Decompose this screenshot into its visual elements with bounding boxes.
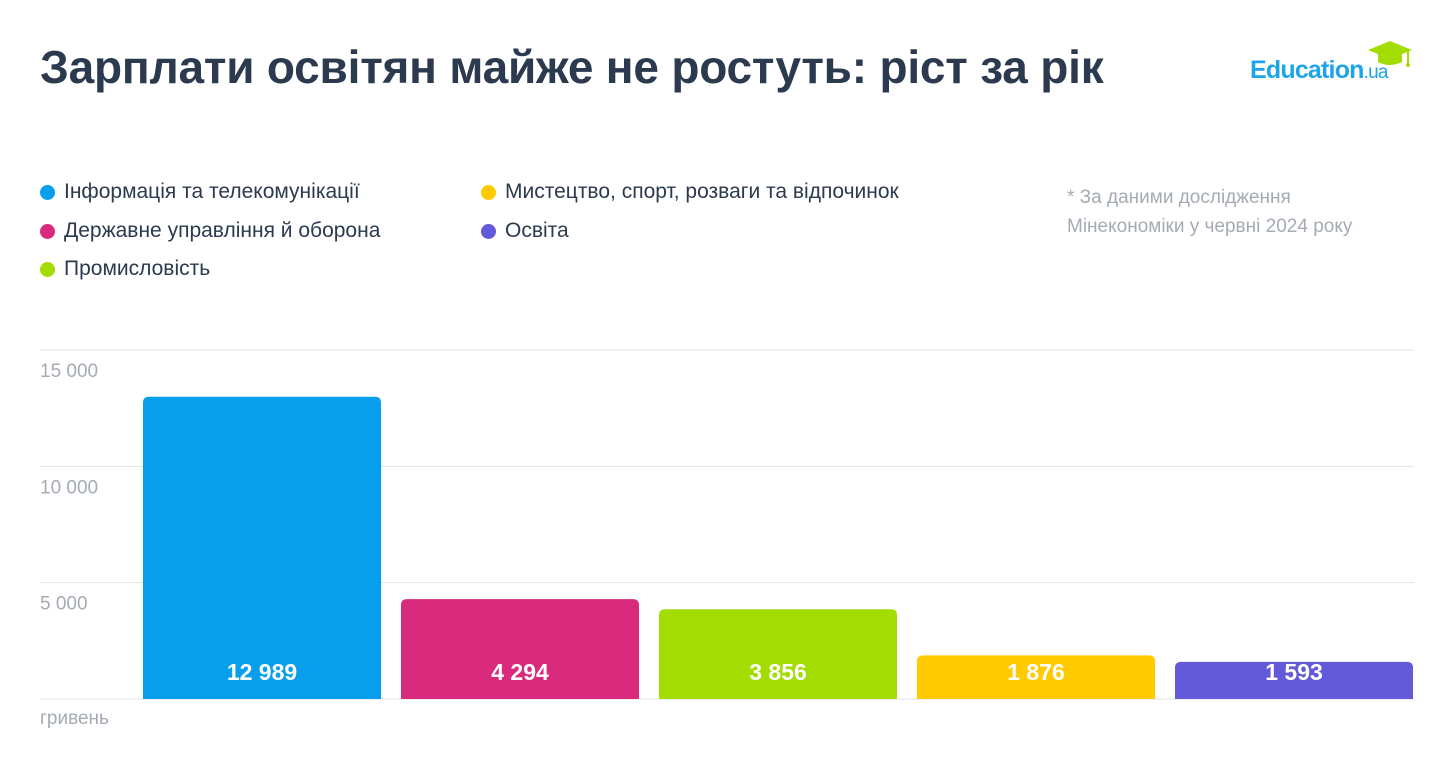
bar (401, 599, 639, 699)
legend-label: Інформація та телекомунікації (64, 180, 360, 203)
bar-value-label: 4 294 (491, 659, 549, 685)
bar (659, 609, 897, 699)
y-axis-unit-label: гривень (40, 708, 109, 729)
legend-label: Державне управління й оборона (64, 219, 381, 242)
legend-dot (40, 261, 55, 277)
chart-legend: Інформація та телекомунікації Державне у… (40, 180, 1020, 290)
y-tick-label: 5 000 (40, 594, 88, 615)
legend-item-government: Державне управління й оборона (40, 219, 380, 243)
bar (917, 655, 1155, 699)
legend-item-it: Інформація та телекомунікації (40, 180, 360, 204)
legend-dot (481, 223, 496, 239)
bar (1175, 661, 1413, 699)
chart-title: Зарплати освітян майже не ростуть: ріст … (40, 41, 1104, 93)
legend-dot (40, 184, 55, 200)
legend-item-education: Освіта (481, 219, 569, 243)
graduation-cap-icon (1368, 41, 1412, 67)
source-note-line: Мінекономіки у червні 2024 року (1067, 216, 1353, 237)
legend-label: Промисловість (64, 257, 211, 280)
legend-dot (40, 223, 55, 239)
legend-label: Освіта (505, 219, 569, 242)
bar-value-label: 1 876 (1007, 659, 1065, 685)
bar (143, 396, 381, 699)
legend-item-arts: Мистецтво, спорт, розваги та відпочинок (481, 180, 899, 204)
logo-text: Education.ua (1250, 56, 1388, 84)
bar-value-label: 1 593 (1265, 659, 1323, 685)
legend-label: Мистецтво, спорт, розваги та відпочинок (505, 180, 899, 203)
bar-value-label: 12 989 (227, 659, 297, 685)
source-note: * За даними дослідження Мінекономіки у ч… (1067, 183, 1427, 241)
bar-chart: 5 000 10 000 15 000 12 989 4 294 3 856 1 876 1 … (40, 349, 1414, 700)
bar-value-label: 3 856 (749, 659, 807, 685)
source-note-line: * За даними дослідження (1067, 187, 1291, 208)
y-tick-label: 15 000 (40, 361, 98, 382)
education-ua-logo[interactable]: Education.ua (1250, 40, 1420, 90)
legend-dot (481, 184, 496, 200)
legend-item-industry: Промисловість (40, 257, 210, 281)
y-tick-label: 10 000 (40, 477, 98, 498)
